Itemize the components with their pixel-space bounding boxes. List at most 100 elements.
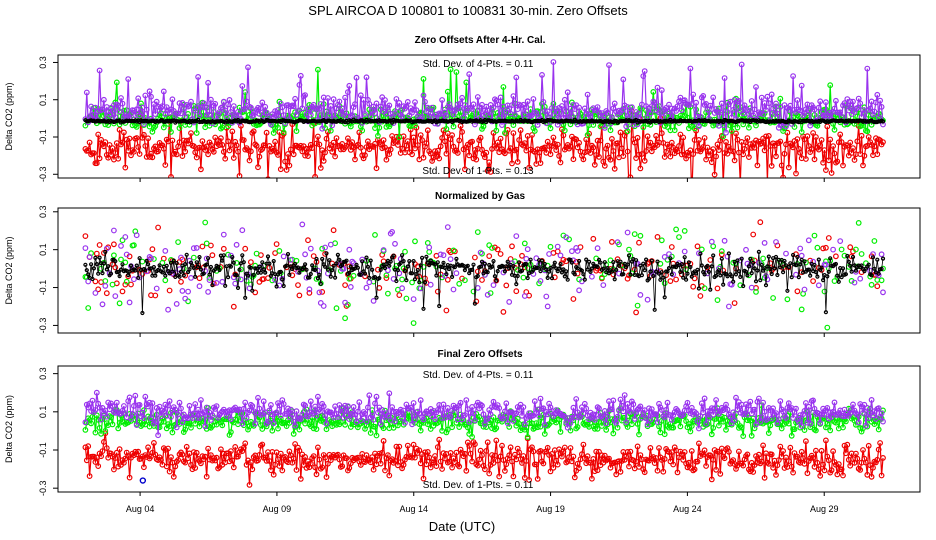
data-point <box>521 293 528 299</box>
data-point <box>152 292 159 299</box>
data-point <box>92 104 99 111</box>
data-point <box>337 411 344 418</box>
data-point <box>205 151 212 158</box>
data-point <box>122 112 129 118</box>
data-point <box>777 95 784 102</box>
data-point <box>758 278 763 283</box>
data-point <box>142 143 149 149</box>
data-point <box>430 154 437 161</box>
data-point <box>707 452 714 459</box>
data-point <box>797 245 804 252</box>
data-point <box>763 283 769 288</box>
data-point <box>122 164 129 171</box>
data-point <box>447 266 452 272</box>
data-point <box>573 396 580 402</box>
data-point <box>369 454 376 461</box>
data-point <box>519 460 525 466</box>
data-point <box>120 262 125 267</box>
data-point <box>710 243 717 250</box>
data-point <box>794 453 801 460</box>
data-point <box>629 104 635 111</box>
data-point <box>110 252 117 259</box>
data-point <box>748 256 753 261</box>
data-point <box>569 415 575 421</box>
data-point <box>232 280 239 287</box>
data-point <box>103 249 108 254</box>
data-point <box>610 148 617 154</box>
data-point <box>219 422 226 429</box>
data-point <box>864 65 871 72</box>
data-point <box>494 101 501 108</box>
data-point <box>567 143 574 150</box>
data-point <box>553 147 560 154</box>
data-point <box>109 403 116 410</box>
data-point <box>367 430 374 436</box>
data-point <box>823 310 829 315</box>
data-point <box>210 404 217 411</box>
data-point <box>235 148 241 155</box>
data-point <box>825 235 832 241</box>
data-point <box>637 165 644 172</box>
data-point <box>443 307 450 314</box>
data-point <box>880 139 886 146</box>
data-point <box>537 395 544 402</box>
data-point <box>674 469 681 476</box>
data-point <box>90 453 97 460</box>
data-point <box>247 104 254 111</box>
data-point <box>343 455 350 462</box>
data-point <box>633 309 639 316</box>
data-point <box>874 151 881 158</box>
data-point <box>751 260 756 265</box>
data-point <box>365 264 370 269</box>
data-point <box>169 429 176 436</box>
data-point <box>700 92 707 99</box>
data-point <box>540 460 547 467</box>
data-point <box>274 284 279 289</box>
data-point <box>210 148 217 155</box>
data-point <box>115 425 122 432</box>
data-point <box>95 108 102 115</box>
data-point <box>322 412 329 419</box>
data-point <box>97 255 102 260</box>
data-point <box>493 127 500 134</box>
data-point <box>342 402 349 409</box>
data-point <box>547 243 554 250</box>
data-point <box>560 256 567 263</box>
data-point <box>193 449 200 456</box>
data-point <box>109 145 116 152</box>
data-point <box>392 418 398 425</box>
data-point <box>843 450 849 457</box>
data-point <box>878 277 885 284</box>
data-point <box>350 144 357 151</box>
data-point <box>739 256 744 261</box>
data-point <box>427 281 434 288</box>
data-point <box>200 409 207 416</box>
data-point <box>521 240 528 247</box>
data-point <box>673 226 679 233</box>
data-point <box>319 289 326 295</box>
data-point <box>514 282 519 287</box>
data-point <box>96 425 103 431</box>
data-point <box>162 401 169 408</box>
data-point <box>462 166 468 173</box>
data-point <box>83 262 88 267</box>
data-point <box>410 296 417 303</box>
data-point <box>233 142 240 149</box>
data-point <box>760 442 766 449</box>
data-point <box>269 427 276 434</box>
data-point <box>175 411 182 418</box>
panel-title: Normalized by Gas <box>435 191 525 202</box>
data-point <box>319 413 326 419</box>
data-point <box>370 298 377 304</box>
data-point <box>130 148 137 155</box>
data-point <box>267 261 272 266</box>
data-point <box>85 305 92 311</box>
data-point <box>477 401 484 408</box>
data-point <box>661 431 668 438</box>
data-point <box>96 242 103 248</box>
data-point <box>828 256 833 261</box>
data-point <box>626 253 632 258</box>
data-point <box>320 403 327 410</box>
data-point <box>213 143 220 150</box>
data-point <box>352 156 358 163</box>
